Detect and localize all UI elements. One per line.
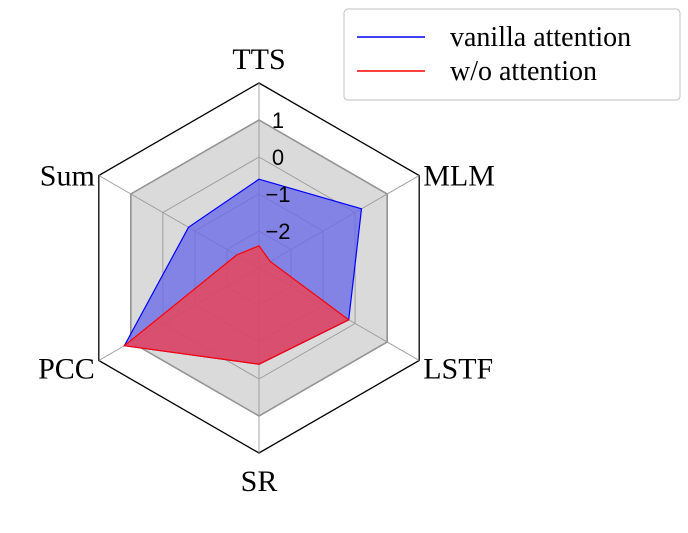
- axis-label-lstf: LSTF: [423, 353, 493, 386]
- axis-label-mlm: MLM: [423, 160, 495, 193]
- radar-tick-labels: 1 0 −1 −2: [265, 108, 290, 244]
- tick-label-3: −2: [265, 219, 290, 244]
- axis-label-sum: Sum: [40, 160, 95, 193]
- tick-label-2: −1: [265, 182, 290, 207]
- legend-entry-wo-attention: w/o attention: [450, 56, 597, 87]
- legend-box: [343, 8, 681, 101]
- axis-label-sr: SR: [241, 465, 278, 498]
- legend: vanilla attention w/o attention: [343, 8, 681, 101]
- radar-axis-labels: TTS MLM LSTF SR PCC Sum: [38, 43, 495, 498]
- tick-label-0: 1: [272, 108, 284, 133]
- radar-series-layer: [122, 178, 363, 365]
- axis-label-tts: TTS: [232, 43, 285, 76]
- tick-label-1: 0: [272, 145, 284, 170]
- legend-entry-vanilla-attention: vanilla attention: [450, 22, 631, 53]
- series-area-w-o-attention: [122, 245, 350, 365]
- axis-label-pcc: PCC: [38, 353, 95, 386]
